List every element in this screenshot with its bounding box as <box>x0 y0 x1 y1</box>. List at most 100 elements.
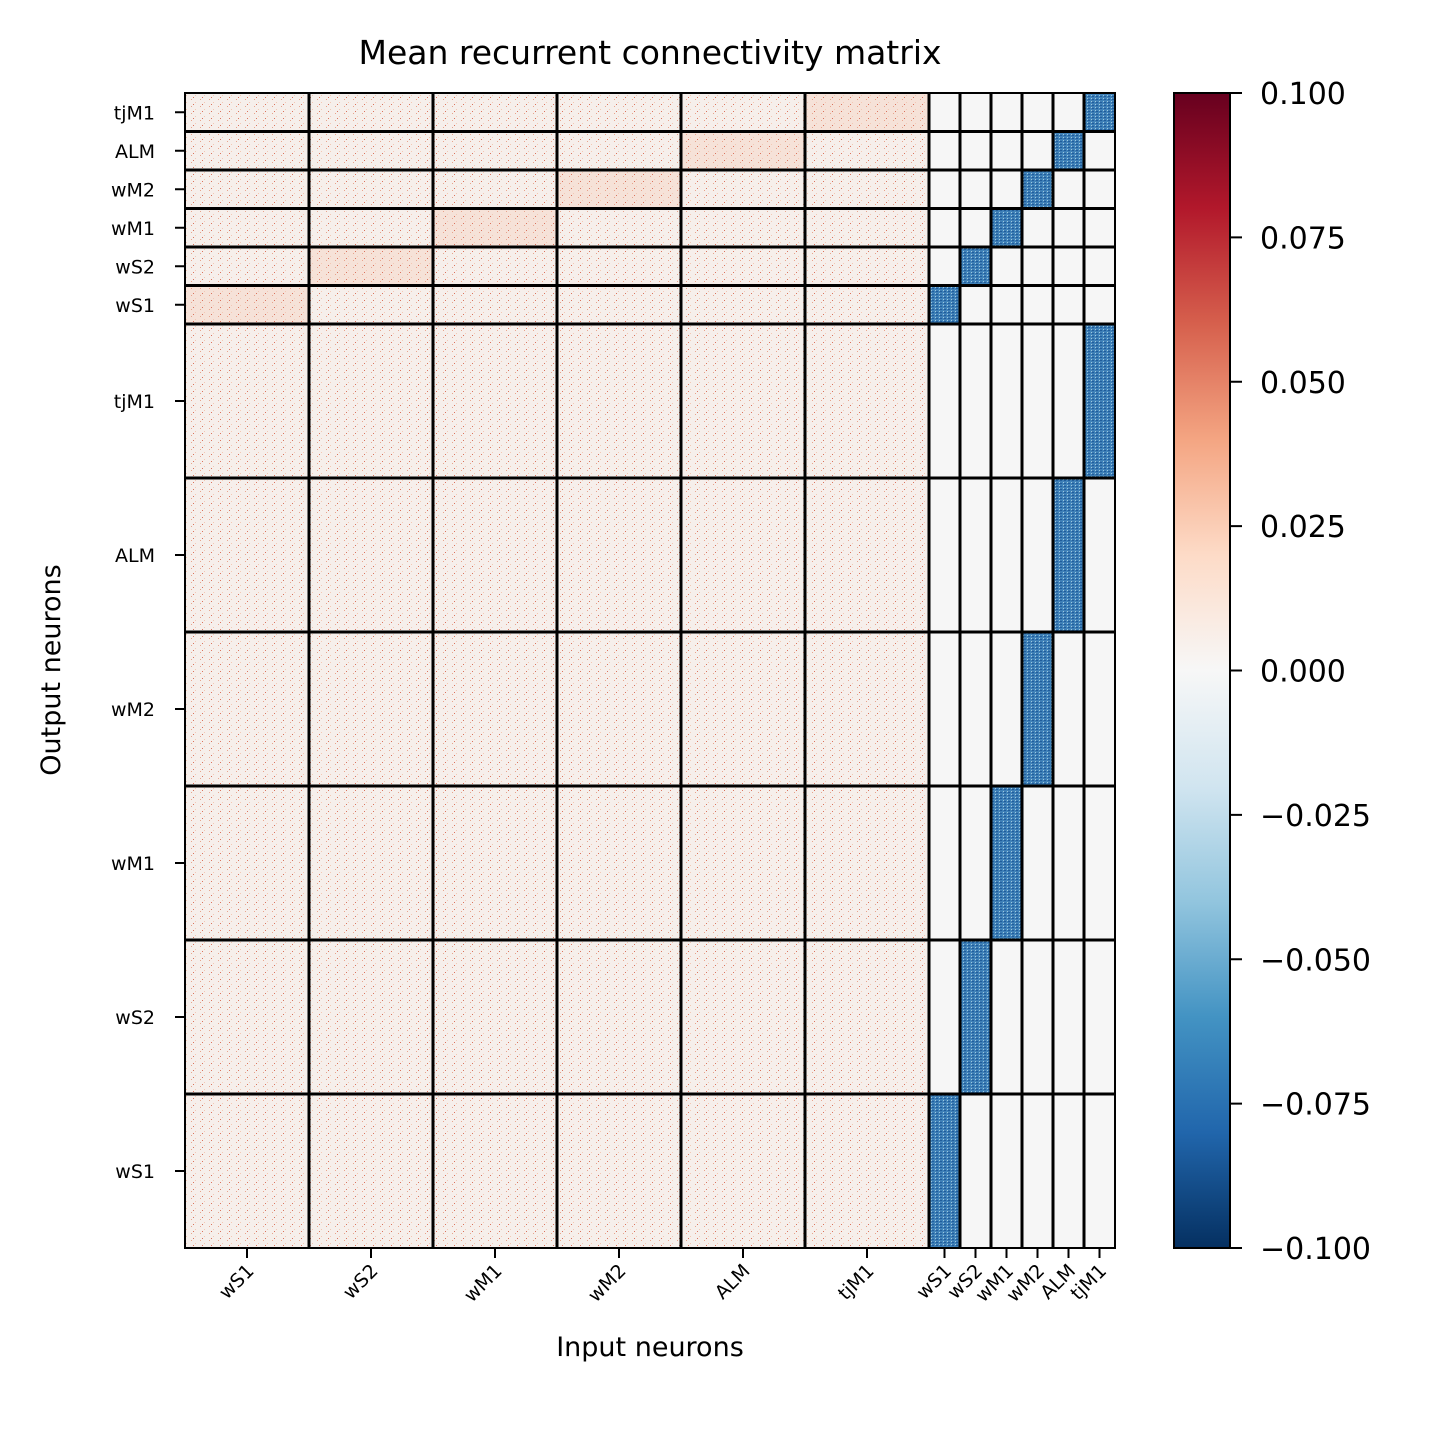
heatmap-block-texture <box>309 632 433 786</box>
y-axis-label: Output neurons <box>36 564 67 775</box>
heatmap-block <box>991 285 1022 324</box>
heatmap-block <box>929 632 960 786</box>
heatmap-block <box>1053 940 1084 1094</box>
heatmap-block <box>1084 1094 1115 1248</box>
heatmap-block <box>1022 1094 1053 1248</box>
heatmap-block-texture <box>805 208 929 247</box>
y-tick-label: wS1 <box>115 295 155 317</box>
heatmap-block-texture <box>185 247 309 286</box>
heatmap-block-texture <box>681 940 805 1094</box>
heatmap-block-texture <box>805 247 929 286</box>
heatmap-block <box>991 1094 1022 1248</box>
heatmap-block-texture <box>185 208 309 247</box>
heatmap-block <box>929 247 960 286</box>
heatmap-block <box>1053 285 1084 324</box>
heatmap-block <box>991 131 1022 170</box>
heatmap-block <box>929 208 960 247</box>
heatmap-block <box>1084 632 1115 786</box>
heatmap-block-texture <box>1053 131 1084 170</box>
heatmap-block <box>960 632 991 786</box>
colorbar-tick-label: 0.050 <box>1260 366 1346 401</box>
heatmap-block <box>1022 478 1053 632</box>
heatmap-frame <box>184 92 1116 1249</box>
heatmap-block-texture <box>805 170 929 209</box>
heatmap-block-texture <box>1022 170 1053 209</box>
heatmap-block-texture <box>185 940 309 1094</box>
y-tick-label: wS2 <box>115 1007 155 1029</box>
heatmap-block-texture <box>991 208 1022 247</box>
heatmap-block-texture <box>681 93 805 132</box>
heatmap-block-texture <box>805 478 929 632</box>
heatmap-block-texture <box>433 93 557 132</box>
heatmap-block-texture <box>557 632 681 786</box>
heatmap-block-texture <box>309 93 433 132</box>
heatmap-block <box>960 786 991 940</box>
y-tick-label: wM1 <box>111 218 155 240</box>
heatmap-block-texture <box>433 131 557 170</box>
heatmap-block-texture <box>557 324 681 478</box>
heatmap-block <box>960 93 991 132</box>
heatmap-block-texture <box>557 285 681 324</box>
heatmap-block-texture <box>805 285 929 324</box>
heatmap-block <box>960 285 991 324</box>
heatmap-block-texture <box>557 786 681 940</box>
y-tick-label: tjM1 <box>114 391 155 413</box>
x-tick-label: wS1 <box>215 1260 259 1304</box>
heatmap-block-texture <box>929 285 960 324</box>
heatmap-block <box>1022 940 1053 1094</box>
heatmap-block <box>929 786 960 940</box>
heatmap-block <box>1022 786 1053 940</box>
heatmap-block-texture <box>805 940 929 1094</box>
heatmap-block-texture <box>681 208 805 247</box>
heatmap-block-texture <box>185 93 309 132</box>
colorbar-tick-label: 0.100 <box>1260 77 1346 112</box>
heatmap-block-texture <box>309 170 433 209</box>
heatmap-block <box>1084 786 1115 940</box>
heatmap-block <box>991 93 1022 132</box>
y-tick-label: wS1 <box>115 1161 155 1183</box>
heatmap-block-texture <box>557 131 681 170</box>
heatmap-block-texture <box>1022 632 1053 786</box>
heatmap-block-texture <box>433 285 557 324</box>
heatmap-block <box>960 208 991 247</box>
heatmap-block-texture <box>433 247 557 286</box>
heatmap-block <box>1022 131 1053 170</box>
heatmap-block-texture <box>557 478 681 632</box>
heatmap-block <box>929 131 960 170</box>
heatmap-block-texture <box>681 632 805 786</box>
heatmap-block-texture <box>681 285 805 324</box>
heatmap-block <box>929 93 960 132</box>
x-tick-label: wM2 <box>584 1260 631 1307</box>
heatmap-block <box>1053 247 1084 286</box>
heatmap-block-texture <box>1053 478 1084 632</box>
heatmap-block <box>1053 324 1084 478</box>
heatmap-block-texture <box>309 208 433 247</box>
heatmap-block-texture <box>681 478 805 632</box>
heatmap-block-texture <box>805 786 929 940</box>
heatmap-block <box>1053 93 1084 132</box>
heatmap-block-texture <box>309 940 433 1094</box>
heatmap-block <box>1084 247 1115 286</box>
heatmap-block-texture <box>309 285 433 324</box>
y-tick-label: wM1 <box>111 853 155 875</box>
heatmap-block-texture <box>805 324 929 478</box>
heatmap-cells <box>185 93 1115 1248</box>
x-tick-label: wM1 <box>460 1260 507 1307</box>
heatmap-block-texture <box>185 285 309 324</box>
heatmap-block-texture <box>557 247 681 286</box>
heatmap-block <box>1053 632 1084 786</box>
heatmap-block-texture <box>185 786 309 940</box>
heatmap-block <box>960 324 991 478</box>
x-tick-label: wS2 <box>339 1260 383 1304</box>
heatmap-block <box>1022 208 1053 247</box>
y-axis-ticks: tjM1 ALM wM2 wM1 wS2 wS1 tjM1 ALM wM2 wM1 wS2 wS1 <box>111 102 185 1183</box>
x-axis-label: Input neurons <box>556 1332 744 1363</box>
heatmap-block <box>1053 170 1084 209</box>
heatmap-block <box>929 940 960 1094</box>
heatmap-block-texture <box>805 1094 929 1248</box>
x-tick-label: tjM1 <box>834 1260 879 1305</box>
heatmap-block <box>1022 285 1053 324</box>
heatmap-block <box>929 170 960 209</box>
heatmap-block <box>1022 247 1053 286</box>
y-tick-label: ALM <box>115 545 155 567</box>
